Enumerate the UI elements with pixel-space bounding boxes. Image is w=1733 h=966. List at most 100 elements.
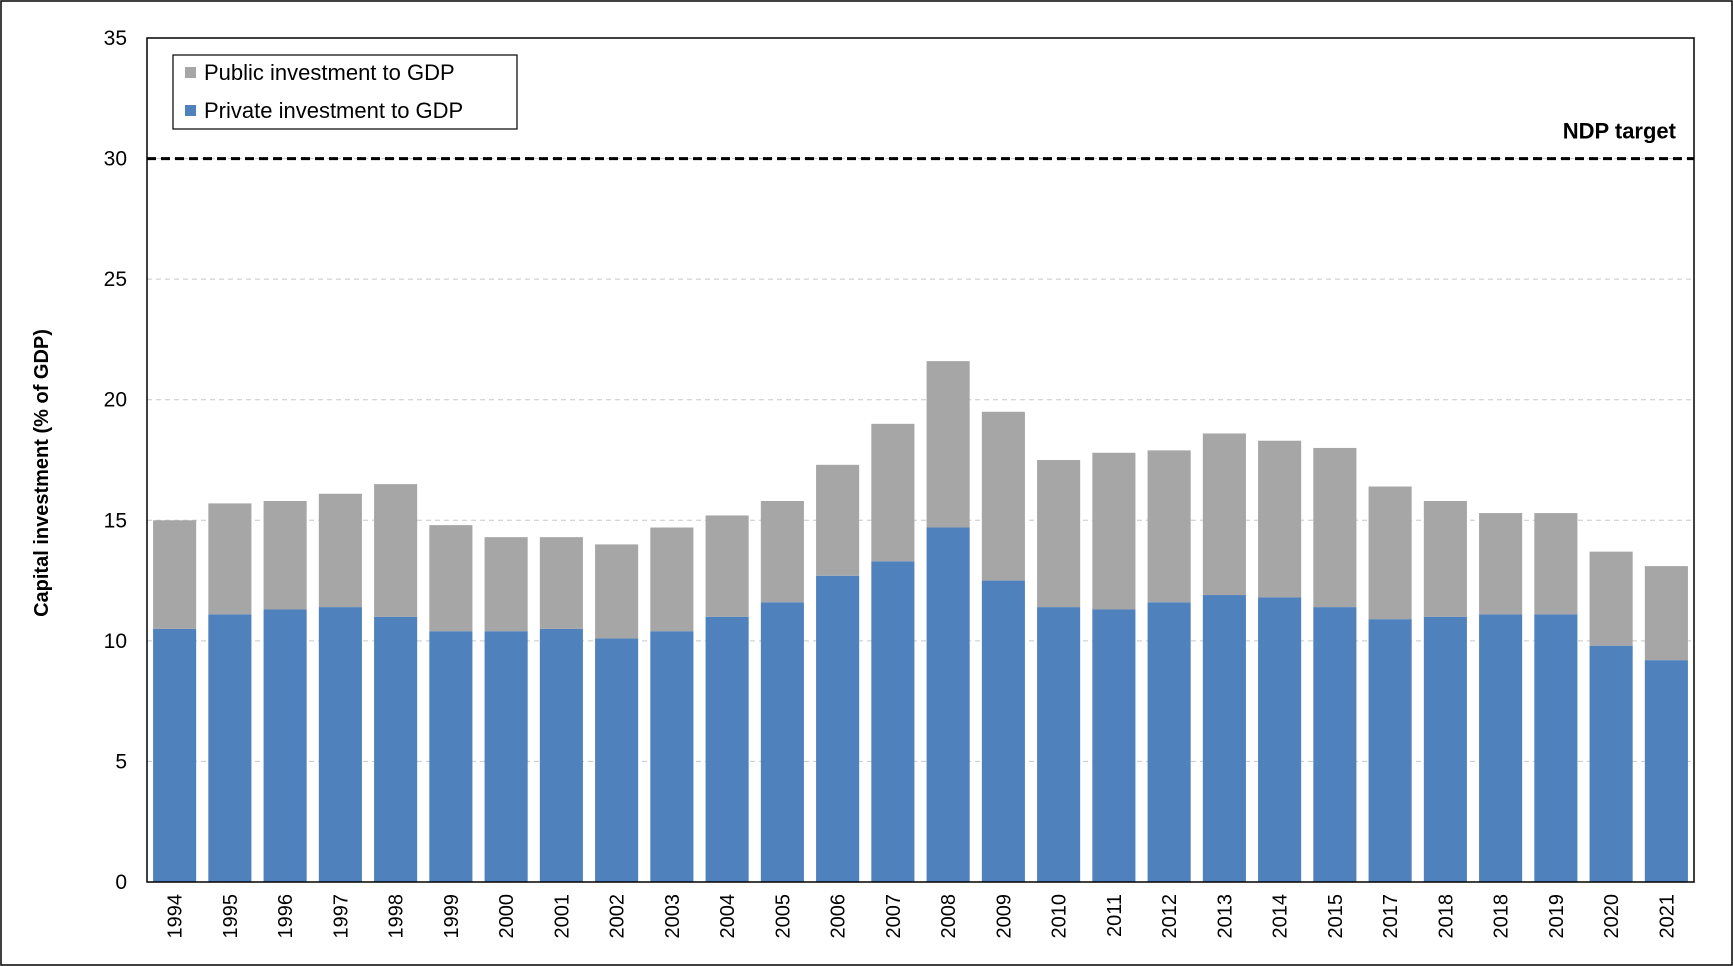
bar-segment — [1092, 452, 1136, 610]
x-tick-label: 2014 — [1270, 894, 1292, 939]
bar-segment — [153, 628, 197, 882]
x-tick-label: 2021 — [1656, 894, 1678, 939]
x-tick-label: 2020 — [1601, 894, 1623, 939]
bar-segment — [981, 411, 1025, 581]
bar-segment — [981, 580, 1025, 882]
x-tick-label: 2012 — [1159, 894, 1181, 939]
legend-swatch — [185, 105, 196, 116]
bar-segment — [1644, 566, 1688, 661]
bar-segment — [1534, 614, 1578, 882]
target-label: NDP target — [1563, 119, 1677, 144]
bar-segment — [926, 361, 970, 528]
bar-segment — [208, 503, 252, 615]
x-tick-label: 2015 — [1325, 894, 1347, 939]
bar-segment — [429, 631, 473, 882]
bar-segment — [1479, 513, 1523, 615]
x-tick-label: 2010 — [1049, 894, 1071, 939]
bar-segment — [1534, 513, 1578, 615]
x-tick-label: 1999 — [441, 894, 463, 939]
x-tick-label: 2019 — [1546, 894, 1568, 939]
bar-segment — [1202, 433, 1246, 596]
bar-segment — [1037, 460, 1081, 608]
x-tick-label: 2009 — [993, 894, 1015, 939]
bar-segment — [595, 638, 639, 882]
bar-segment — [1313, 607, 1357, 882]
x-tick-label: 2002 — [607, 894, 629, 939]
y-tick-label: 25 — [104, 268, 127, 291]
x-tick-label: 1997 — [330, 894, 352, 939]
bar-segment — [263, 500, 307, 610]
x-tick-label: 1996 — [275, 894, 297, 939]
bar-segment — [705, 515, 749, 617]
bar-segment — [1258, 440, 1302, 598]
x-tick-label: 1995 — [220, 894, 242, 939]
bar-segment — [1644, 660, 1688, 882]
x-tick-label: 2005 — [772, 894, 794, 939]
bar-segment — [1589, 551, 1633, 646]
x-tick-label: 2008 — [938, 894, 960, 939]
x-tick-label: 2011 — [1104, 894, 1126, 937]
legend-label: Public investment to GDP — [204, 60, 455, 85]
x-tick-label: 2018 — [1491, 894, 1513, 939]
bar-segment — [1479, 614, 1523, 882]
bar-segment — [318, 607, 362, 882]
y-tick-label: 20 — [104, 389, 127, 412]
bar-segment — [539, 537, 583, 629]
legend-label: Private investment to GDP — [204, 98, 463, 123]
x-tick-label: 2004 — [717, 894, 739, 939]
bar-segment — [1368, 619, 1412, 882]
bar-segment — [1423, 500, 1467, 617]
bar-segment — [318, 493, 362, 608]
x-tick-label: 1994 — [165, 894, 187, 939]
bar-segment — [539, 628, 583, 882]
bar-segment — [705, 616, 749, 882]
legend-swatch — [185, 67, 196, 78]
bar-segment — [871, 423, 915, 562]
bar-segment — [374, 484, 418, 617]
bar-segment — [816, 464, 860, 576]
bar-segment — [760, 500, 804, 603]
bar-segment — [1092, 609, 1136, 882]
bar-segment — [871, 561, 915, 882]
y-tick-label: 30 — [104, 148, 127, 171]
bar-segment — [484, 631, 528, 882]
bar-segment — [263, 609, 307, 882]
y-axis-label: Capital investment (% of GDP) — [31, 329, 53, 617]
x-tick-label: 2001 — [551, 894, 573, 939]
bar-segment — [153, 520, 197, 629]
bar-segment — [1423, 616, 1467, 882]
x-tick-label: 2000 — [496, 894, 518, 939]
y-tick-label: 15 — [104, 509, 127, 532]
bar-segment — [650, 527, 694, 632]
bar-segment — [1368, 486, 1412, 620]
y-tick-label: 10 — [104, 630, 127, 653]
x-tick-label: 2003 — [662, 894, 684, 939]
bar-segment — [595, 544, 639, 639]
bar-segment — [484, 537, 528, 632]
bar-segment — [374, 616, 418, 882]
x-tick-label: 1998 — [386, 894, 408, 939]
bar-segment — [429, 525, 473, 632]
bar-segment — [1313, 447, 1357, 608]
bar-segment — [1037, 607, 1081, 882]
bar-segment — [760, 602, 804, 882]
x-tick-label: 2007 — [883, 894, 905, 939]
bar-segment — [1258, 597, 1302, 882]
bar-segment — [1147, 602, 1191, 882]
plot-border — [146, 37, 1695, 883]
bar-segment — [650, 631, 694, 882]
bar-segment — [1202, 595, 1246, 882]
x-tick-label: 2017 — [1380, 894, 1402, 939]
bar-segment — [208, 614, 252, 882]
y-tick-label: 5 — [115, 750, 127, 773]
bar-segment — [1147, 450, 1191, 603]
x-tick-label: 2013 — [1214, 894, 1236, 939]
x-tick-label: 2018 — [1435, 894, 1457, 939]
y-tick-label: 35 — [104, 27, 127, 50]
bar-segment — [816, 575, 860, 882]
legend-box — [172, 54, 518, 130]
x-tick-label: 2006 — [828, 894, 850, 939]
y-tick-label: 0 — [115, 871, 127, 894]
